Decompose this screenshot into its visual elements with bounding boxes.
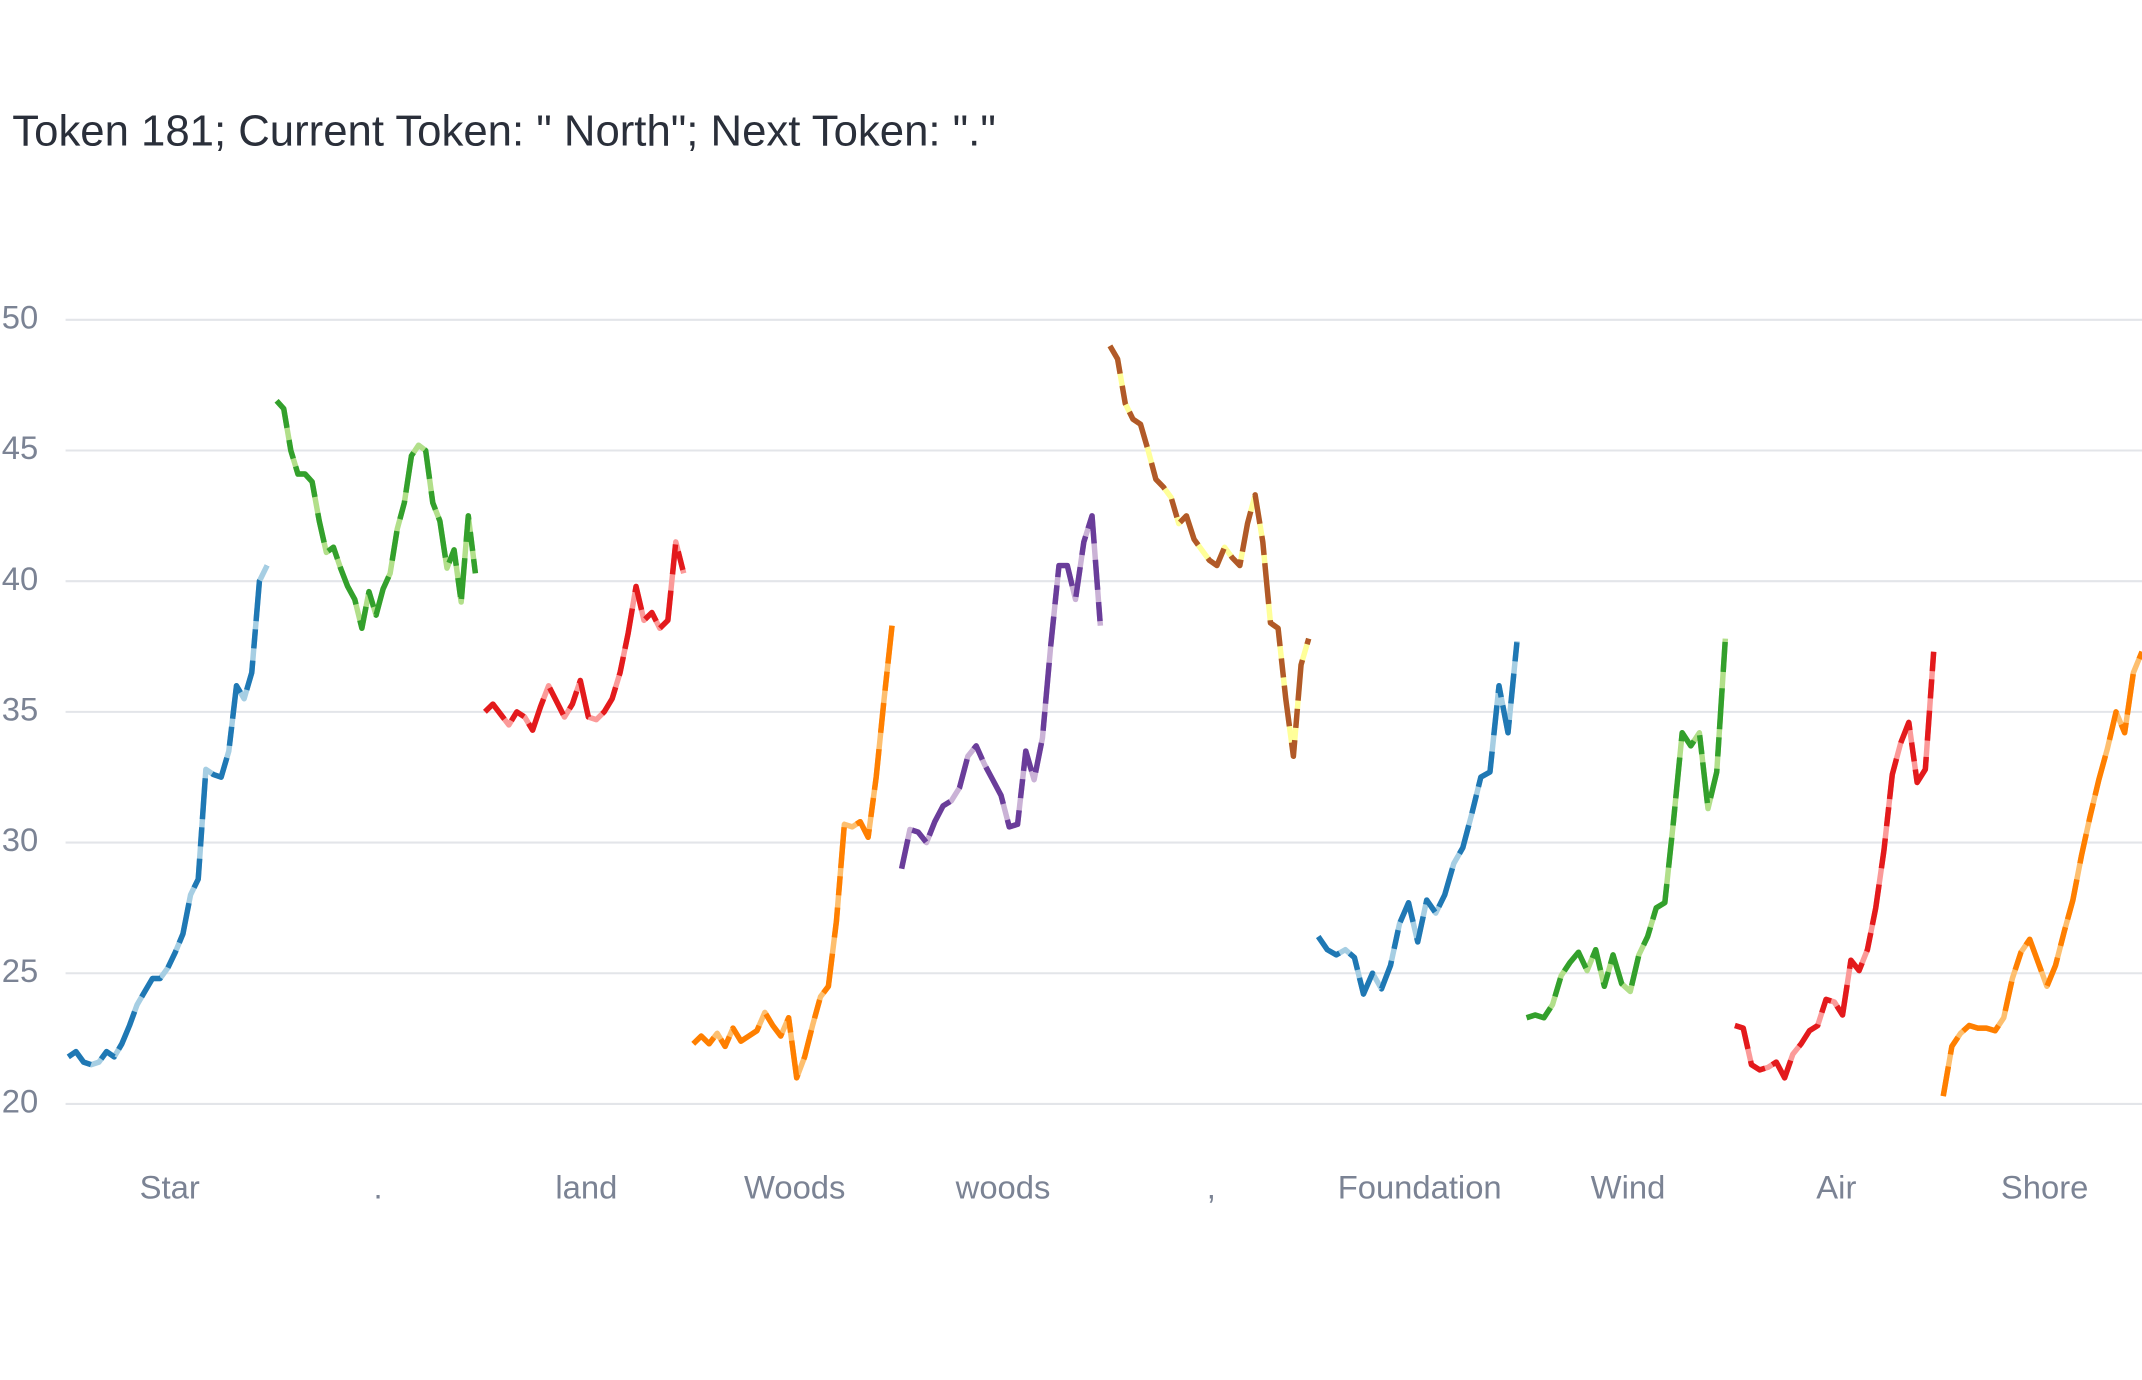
x-tick-label: Star [140, 1169, 200, 1206]
x-tick-label: Shore [2001, 1169, 2088, 1206]
series-line [1525, 638, 1729, 1021]
series-line [66, 564, 270, 1068]
x-tick-label: Foundation [1338, 1169, 1502, 1206]
series-line-light [66, 564, 270, 1068]
x-tick-label: woods [955, 1169, 1051, 1206]
series-line [1107, 344, 1312, 759]
series-line-light [1525, 638, 1729, 1021]
series-line [274, 398, 479, 631]
series-line-light [274, 398, 479, 631]
series-line-light [1734, 651, 1937, 1081]
x-tick-label: . [374, 1169, 383, 1206]
series-line-light [1107, 344, 1312, 759]
series-line [483, 539, 687, 733]
series-line [1734, 651, 1937, 1081]
series-line [1940, 650, 2142, 1097]
y-tick-label: 30 [2, 821, 38, 858]
y-tick-label: 35 [2, 691, 38, 728]
y-tick-label: 45 [2, 429, 38, 466]
series-line [691, 625, 895, 1081]
y-tick-label: 40 [2, 560, 38, 597]
y-tick-label: 50 [2, 298, 38, 335]
x-tick-label: Air [1816, 1169, 1856, 1206]
series-line [898, 513, 1104, 870]
x-tick-label: Wind [1591, 1169, 1666, 1206]
x-tick-label: land [555, 1169, 617, 1206]
y-tick-label: 20 [2, 1083, 38, 1120]
x-tick-label: , [1207, 1169, 1216, 1206]
chart-title: Token 181; Current Token: " North"; Next… [12, 107, 996, 156]
x-tick-label: Woods [744, 1169, 845, 1206]
series-line [1316, 640, 1520, 997]
y-tick-label: 25 [2, 952, 38, 989]
series-line-light [691, 625, 895, 1081]
